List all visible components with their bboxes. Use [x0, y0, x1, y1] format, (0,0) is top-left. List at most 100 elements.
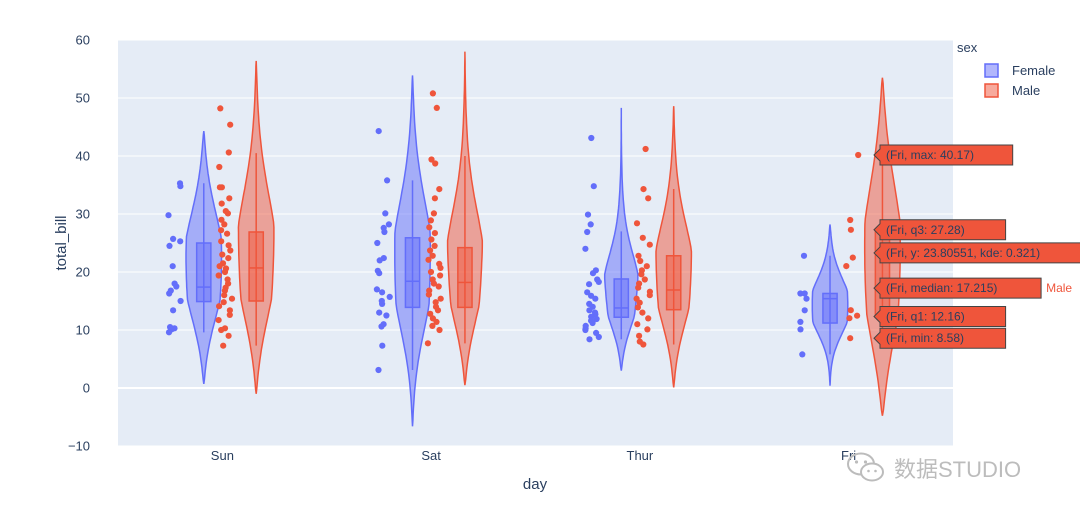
data-point[interactable] — [435, 283, 442, 290]
data-point[interactable] — [177, 183, 184, 190]
data-point[interactable] — [216, 263, 223, 270]
data-point[interactable] — [592, 295, 599, 302]
data-point[interactable] — [847, 307, 854, 314]
data-point[interactable] — [425, 256, 432, 263]
data-point[interactable] — [584, 228, 591, 236]
data-point[interactable] — [428, 156, 435, 163]
data-point[interactable] — [801, 290, 808, 297]
data-point[interactable] — [635, 284, 642, 291]
data-point[interactable] — [227, 121, 234, 128]
data-point[interactable] — [376, 257, 383, 264]
data-point[interactable] — [225, 255, 232, 262]
data-point[interactable] — [799, 351, 806, 358]
data-point[interactable] — [595, 278, 602, 285]
data-point[interactable] — [431, 230, 438, 237]
data-point[interactable] — [584, 211, 592, 218]
data-point[interactable] — [436, 186, 443, 193]
data-point[interactable] — [226, 195, 233, 202]
data-point[interactable] — [639, 234, 646, 241]
data-point[interactable] — [428, 236, 435, 243]
data-point[interactable] — [636, 332, 643, 339]
data-point[interactable] — [220, 299, 227, 306]
data-point[interactable] — [843, 263, 850, 270]
data-point[interactable] — [382, 210, 389, 217]
data-point[interactable] — [427, 310, 434, 317]
data-point[interactable] — [433, 104, 440, 111]
data-point[interactable] — [226, 311, 233, 318]
data-point[interactable] — [424, 340, 431, 347]
data-point[interactable] — [225, 332, 232, 339]
data-point[interactable] — [426, 224, 433, 231]
data-point[interactable] — [221, 287, 228, 294]
data-point[interactable] — [431, 195, 438, 202]
data-point[interactable] — [218, 326, 225, 334]
data-point[interactable] — [429, 90, 436, 97]
data-point[interactable] — [437, 272, 444, 279]
data-point[interactable] — [226, 307, 233, 314]
data-point[interactable] — [437, 295, 444, 302]
data-point[interactable] — [797, 318, 804, 325]
data-point[interactable] — [225, 149, 232, 156]
data-point[interactable] — [801, 307, 808, 314]
data-point[interactable] — [218, 216, 225, 223]
data-point[interactable] — [430, 210, 437, 217]
data-point[interactable] — [215, 272, 222, 279]
data-point[interactable] — [637, 257, 644, 265]
data-point[interactable] — [381, 228, 388, 236]
legend-item-male[interactable]: Male — [984, 83, 1040, 98]
data-point[interactable] — [165, 212, 172, 219]
data-point[interactable] — [587, 221, 594, 228]
data-point[interactable] — [429, 252, 436, 259]
data-point[interactable] — [427, 247, 434, 254]
data-point[interactable] — [224, 230, 231, 237]
data-point[interactable] — [379, 289, 386, 296]
data-point[interactable] — [589, 270, 597, 277]
data-point[interactable] — [218, 238, 225, 245]
data-point[interactable] — [173, 283, 180, 290]
data-point[interactable] — [379, 300, 386, 307]
data-point[interactable] — [430, 280, 437, 287]
data-point[interactable] — [586, 281, 593, 288]
data-point[interactable] — [646, 241, 653, 248]
data-point[interactable] — [228, 295, 236, 302]
data-point[interactable] — [797, 290, 804, 297]
data-point[interactable] — [217, 105, 224, 112]
data-point[interactable] — [644, 326, 651, 333]
data-point[interactable] — [641, 276, 648, 283]
data-point[interactable] — [216, 163, 223, 171]
data-point[interactable] — [803, 295, 810, 302]
data-point[interactable] — [646, 292, 653, 299]
data-point[interactable] — [384, 177, 391, 184]
data-point[interactable] — [383, 312, 390, 319]
data-point[interactable] — [221, 221, 228, 228]
data-point[interactable] — [221, 292, 228, 299]
data-point[interactable] — [165, 329, 173, 336]
data-point[interactable] — [437, 264, 444, 271]
data-point[interactable] — [800, 252, 808, 259]
data-point[interactable] — [375, 366, 382, 374]
data-point[interactable] — [432, 160, 439, 167]
data-point[interactable] — [636, 299, 643, 306]
data-point[interactable] — [595, 333, 602, 341]
data-point[interactable] — [640, 186, 647, 193]
data-point[interactable] — [645, 195, 652, 202]
data-point[interactable] — [166, 242, 173, 249]
data-point[interactable] — [590, 183, 597, 190]
data-point[interactable] — [586, 336, 593, 343]
data-point[interactable] — [378, 323, 385, 330]
data-point[interactable] — [177, 297, 184, 305]
data-point[interactable] — [427, 217, 434, 224]
data-point[interactable] — [634, 321, 641, 328]
data-point[interactable] — [431, 242, 438, 249]
data-point[interactable] — [219, 251, 226, 258]
data-point[interactable] — [645, 315, 652, 322]
data-point[interactable] — [589, 319, 596, 327]
data-point[interactable] — [432, 299, 439, 306]
data-point[interactable] — [374, 239, 381, 247]
data-point[interactable] — [169, 263, 176, 270]
data-point[interactable] — [434, 307, 442, 314]
data-point[interactable] — [582, 245, 589, 252]
data-point[interactable] — [227, 247, 234, 254]
data-point[interactable] — [642, 145, 649, 153]
data-point[interactable] — [855, 151, 862, 159]
